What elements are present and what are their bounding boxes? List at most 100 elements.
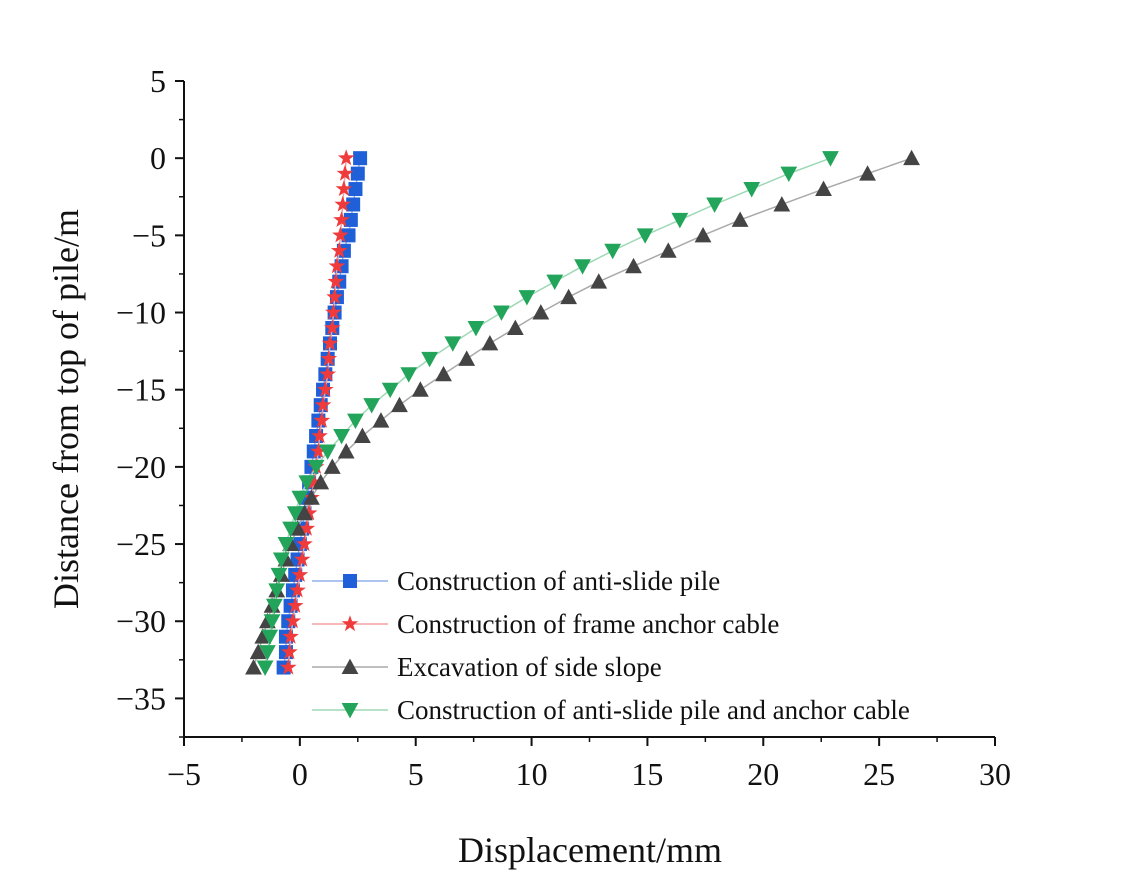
y-tick-label: −30: [116, 603, 166, 639]
triangle-up-marker: [815, 180, 832, 197]
triangle-up-marker: [372, 412, 390, 428]
series-line: [264, 157, 831, 668]
triangle-up-marker: [903, 149, 920, 166]
y-tick-label: −15: [116, 372, 166, 408]
triangle-up-marker: [245, 659, 262, 675]
triangle-down-marker: [421, 351, 439, 368]
triangle-down-marker: [363, 398, 381, 414]
y-axis-label: Distance from top of pile/m: [46, 209, 86, 609]
triangle-up-marker: [296, 504, 313, 521]
triangle-down-marker: [277, 537, 295, 553]
star-marker: [336, 164, 354, 181]
star-marker: [291, 566, 309, 582]
triangle-down-marker: [261, 629, 279, 646]
triangle-down-marker: [307, 459, 325, 476]
series-line: [287, 158, 347, 668]
triangle-up-marker: [625, 257, 642, 274]
triangle-up-marker: [560, 288, 578, 305]
square-marker: [341, 228, 356, 243]
x-tick-label: 30: [979, 756, 1011, 792]
x-tick-label: −5: [167, 756, 201, 792]
square-marker: [350, 166, 365, 181]
triangle-down-marker: [282, 521, 299, 538]
y-tick-label: −35: [116, 680, 166, 716]
star-marker: [319, 365, 336, 382]
legend-item: Excavation of side slope: [312, 652, 662, 682]
star-marker: [286, 597, 304, 613]
star-marker: [296, 535, 313, 552]
triangle-down-marker: [444, 336, 462, 352]
triangle-down-marker: [268, 583, 286, 599]
x-tick-label: 20: [747, 756, 779, 792]
triangle-up-marker: [590, 273, 608, 289]
triangle-down-marker: [286, 506, 304, 522]
triangle-up-marker: [323, 458, 341, 474]
star-marker: [317, 381, 334, 397]
star-marker: [284, 612, 302, 629]
star-marker: [314, 396, 332, 413]
star-marker: [313, 411, 331, 428]
star-marker: [328, 257, 346, 274]
star-marker: [279, 658, 297, 675]
star-marker: [335, 180, 353, 197]
star-marker: [310, 442, 327, 459]
star-marker: [333, 211, 350, 227]
x-axis-label: Displacement/mm: [458, 830, 722, 870]
legend-label: Construction of anti-slide pile: [397, 566, 720, 596]
x-tick-label: 25: [863, 756, 895, 792]
x-tick-label: 15: [631, 756, 663, 792]
triangle-up-marker: [659, 242, 677, 258]
triangle-up-marker: [354, 427, 371, 444]
triangle-down-marker: [400, 367, 418, 383]
triangle-up-marker: [532, 304, 550, 320]
triangle-down-marker: [574, 259, 591, 275]
triangle-down-marker: [671, 212, 689, 229]
square-marker: [343, 574, 357, 588]
triangle-down-marker: [636, 228, 654, 244]
square-marker: [346, 197, 361, 212]
triangle-up-marker: [411, 381, 429, 397]
triangle-down-marker: [319, 444, 337, 460]
star-marker: [321, 334, 339, 351]
triangle-down-marker: [706, 197, 724, 213]
triangle-down-marker: [546, 274, 564, 291]
legend: Construction of anti-slide pile Construct…: [312, 566, 910, 725]
triangle-up-marker: [694, 226, 712, 243]
triangle-down-marker: [604, 243, 622, 260]
triangle-up-marker: [458, 350, 476, 366]
star-marker: [326, 288, 343, 305]
triangle-down-marker: [265, 598, 283, 615]
legend-item: Construction of frame anchor cable: [312, 609, 779, 639]
star-marker: [325, 303, 342, 320]
triangle-up-marker: [312, 473, 330, 490]
triangle-down-marker: [518, 290, 536, 306]
axes: −5 0 5 10 15 20 25 30 5 0 −5 −10 −15 −20 −25 −30 −35: [116, 63, 1011, 792]
triangle-down-marker: [381, 382, 399, 399]
y-tick-label: −20: [116, 449, 166, 485]
triangle-down-marker: [256, 660, 274, 676]
star-marker: [334, 195, 351, 212]
y-tick-label: 5: [150, 63, 166, 99]
legend-label: Excavation of side slope: [397, 652, 662, 682]
triangle-up-marker: [731, 211, 749, 227]
y-tick-label: −10: [116, 295, 166, 331]
star-marker: [289, 581, 306, 598]
triangle-down-marker: [780, 166, 798, 183]
legend-item: Construction of anti-slide pile: [312, 566, 720, 596]
star-marker: [341, 615, 359, 632]
y-tick-label: −25: [116, 526, 166, 562]
triangle-down-marker: [467, 320, 485, 337]
star-marker: [293, 550, 311, 567]
triangle-up-marker: [391, 396, 408, 413]
square-marker: [353, 151, 368, 166]
y-tick-label: −5: [132, 217, 166, 253]
star-marker: [282, 627, 299, 644]
x-tick-label: 10: [516, 756, 548, 792]
triangle-down-marker: [270, 567, 288, 584]
star-marker: [330, 242, 348, 258]
triangle-down-marker: [743, 182, 761, 198]
y-tick-label: 0: [150, 140, 166, 176]
triangle-up-marker: [337, 443, 355, 459]
square-marker: [348, 182, 363, 197]
